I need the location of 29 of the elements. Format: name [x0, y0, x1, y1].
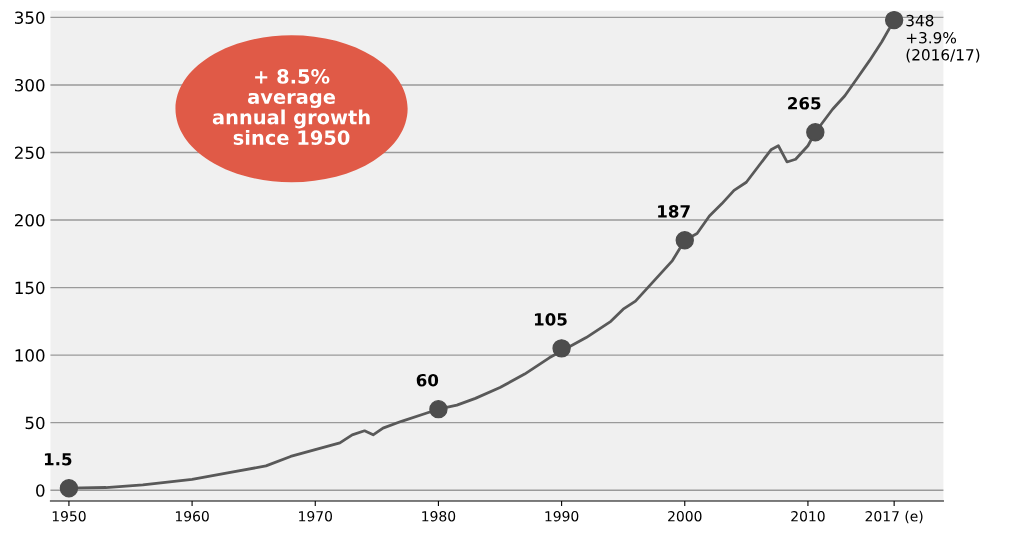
x-tick-label: 1990: [545, 510, 579, 522]
x-tick-label: 1970: [299, 510, 333, 522]
y-tick-label: 0: [36, 484, 45, 497]
point: [552, 339, 571, 358]
y-tick-label: 200: [15, 214, 45, 227]
annotation: 265: [788, 96, 821, 110]
x-tick-label: 2017 (e): [865, 510, 923, 524]
annotation: 1.5: [44, 453, 72, 466]
y-tick-label: 50: [25, 416, 45, 430]
x-tick-label: 1980: [422, 510, 456, 522]
x-tick-label: 1960: [175, 510, 209, 522]
x-tick-label: 2000: [668, 510, 702, 522]
y-tick-label: 150: [15, 281, 45, 295]
point: [806, 123, 825, 142]
point: [675, 231, 694, 250]
annotation: 348 +3.9% (2016/17): [906, 14, 980, 63]
x-tick-label: 1950: [52, 510, 86, 522]
y-tick-label: 350: [15, 11, 45, 24]
y-tick-label: 100: [15, 349, 45, 362]
point: [429, 399, 448, 419]
annotation: + 8.5% average annual growth since 1950: [212, 69, 370, 145]
annotation: 187: [658, 205, 690, 218]
annotation: 60: [416, 373, 439, 387]
annotation: 105: [534, 313, 567, 326]
x-tick-label: 2010: [791, 510, 825, 522]
y-tick-label: 300: [15, 78, 45, 92]
y-tick-label: 250: [15, 146, 45, 160]
point: [884, 10, 904, 30]
point: [59, 478, 79, 498]
